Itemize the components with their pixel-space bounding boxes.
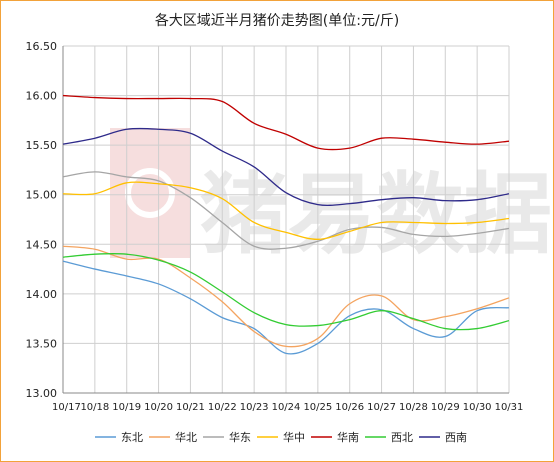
series-line-华北 xyxy=(62,245,510,348)
legend-label-华北: 华北 xyxy=(175,430,197,444)
y-tick-label: 15.50 xyxy=(26,139,58,152)
series-lines xyxy=(62,94,510,355)
x-tick-label: 10/17 xyxy=(52,402,81,413)
legend-label-西北: 西北 xyxy=(391,431,413,444)
series-line-华东 xyxy=(62,171,510,250)
series-line-华南 xyxy=(62,94,510,151)
x-tick-label: 10/22 xyxy=(208,402,237,413)
axes: 13.00 13.50 14.00 14.50 15.00 15.50 16.00 16.50… xyxy=(26,40,524,413)
x-tick-label: 10/20 xyxy=(144,402,173,413)
watermark-logo-ring xyxy=(125,168,175,218)
y-tick-label: 15.00 xyxy=(26,189,58,202)
chart-title: 各大区域近半月猪价走势图(单位:元/斤) xyxy=(155,13,399,29)
x-tick-label: 10/26 xyxy=(335,402,364,413)
legend-label-东北: 东北 xyxy=(121,431,143,444)
watermark-logo-box xyxy=(110,128,190,258)
legend: 东北 华北 华东 华中 华南 西北 西南 xyxy=(95,430,467,444)
legend-label-华东: 华东 xyxy=(229,430,251,444)
x-tick-label: 10/18 xyxy=(80,402,109,413)
y-tick-label: 16.00 xyxy=(26,90,58,103)
y-tick-label: 16.50 xyxy=(26,40,58,53)
legend-label-华中: 华中 xyxy=(283,430,305,444)
x-tick-label: 10/19 xyxy=(112,402,141,413)
x-tick-label: 10/27 xyxy=(367,402,396,413)
series-line-西南 xyxy=(62,127,510,207)
y-tick-label: 13.50 xyxy=(26,337,58,350)
x-tick-label: 10/30 xyxy=(463,402,492,413)
series-line-华中 xyxy=(62,181,510,240)
x-tick-label: 10/21 xyxy=(176,402,205,413)
y-tick-label: 14.50 xyxy=(26,238,58,251)
x-tick-label: 10/25 xyxy=(303,402,332,413)
legend-label-华南: 华南 xyxy=(337,430,359,444)
watermark-logo: 猪易数据 xyxy=(110,128,552,266)
x-tick-label: 10/31 xyxy=(495,402,524,413)
y-tick-label: 13.00 xyxy=(26,387,58,400)
series-line-西北 xyxy=(62,252,510,331)
x-tick-label: 10/23 xyxy=(240,402,269,413)
series-line-东北 xyxy=(62,260,510,355)
x-tick-label: 10/24 xyxy=(272,402,301,413)
x-tick-label: 10/28 xyxy=(399,402,428,413)
x-tick-label: 10/29 xyxy=(431,402,460,413)
legend-label-西南: 西南 xyxy=(445,431,467,444)
watermark-text: 猪易数据 xyxy=(200,163,552,266)
y-tick-label: 14.00 xyxy=(26,288,58,301)
